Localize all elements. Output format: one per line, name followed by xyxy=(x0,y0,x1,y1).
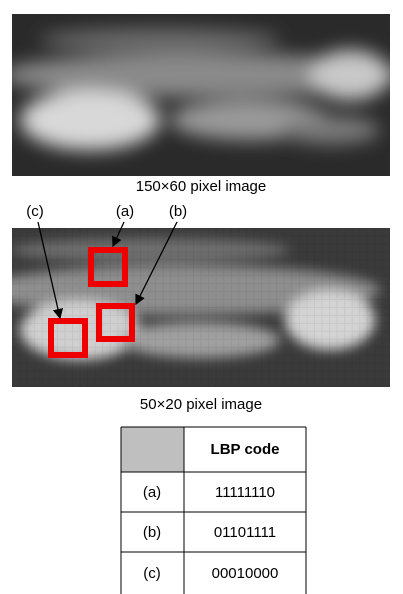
cell: 11111110 xyxy=(215,484,275,501)
cell: (a) xyxy=(143,484,161,501)
cell: (c) xyxy=(143,565,161,582)
image-high-res xyxy=(0,14,400,176)
cell: 00010000 xyxy=(212,565,279,582)
header-label: LBP code xyxy=(211,441,280,458)
image-low-res xyxy=(0,228,390,387)
caption: 50×20 pixel image xyxy=(140,396,262,413)
page: 150×60 pixel image (c) (a) (b) 50×20 pix… xyxy=(0,0,403,594)
cell: (b) xyxy=(143,524,161,541)
table: LBP code (a) 11111110 (b) 01101111 (c) 0… xyxy=(121,427,306,594)
marker-label: (a) xyxy=(116,203,134,220)
caption: 150×60 pixel image xyxy=(136,178,267,195)
cell: 01101111 xyxy=(214,524,276,541)
figure: 150×60 pixel image (c) (a) (b) 50×20 pix… xyxy=(0,0,403,594)
header-cell xyxy=(121,427,184,472)
marker-label: (b) xyxy=(169,203,187,220)
marker-label: (c) xyxy=(26,203,44,220)
